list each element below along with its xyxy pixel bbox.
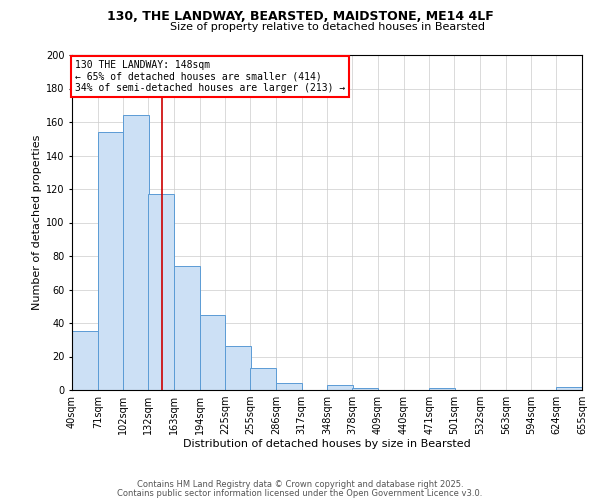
Bar — [352, 388, 378, 390]
Bar — [148, 194, 174, 390]
Text: Contains HM Land Registry data © Crown copyright and database right 2025.: Contains HM Land Registry data © Crown c… — [137, 480, 463, 489]
Bar — [98, 132, 124, 390]
Bar — [124, 116, 149, 390]
Text: Contains public sector information licensed under the Open Government Licence v3: Contains public sector information licen… — [118, 488, 482, 498]
Bar — [250, 368, 276, 390]
X-axis label: Distribution of detached houses by size in Bearsted: Distribution of detached houses by size … — [183, 438, 471, 448]
Bar — [430, 388, 455, 390]
Text: 130, THE LANDWAY, BEARSTED, MAIDSTONE, ME14 4LF: 130, THE LANDWAY, BEARSTED, MAIDSTONE, M… — [107, 10, 493, 23]
Bar — [276, 384, 302, 390]
Bar — [556, 386, 582, 390]
Y-axis label: Number of detached properties: Number of detached properties — [32, 135, 41, 310]
Bar — [226, 346, 251, 390]
Text: 130 THE LANDWAY: 148sqm
← 65% of detached houses are smaller (414)
34% of semi-d: 130 THE LANDWAY: 148sqm ← 65% of detache… — [74, 60, 345, 93]
Bar — [328, 385, 353, 390]
Bar — [72, 332, 98, 390]
Bar — [200, 314, 226, 390]
Bar — [174, 266, 200, 390]
Title: Size of property relative to detached houses in Bearsted: Size of property relative to detached ho… — [170, 22, 485, 32]
